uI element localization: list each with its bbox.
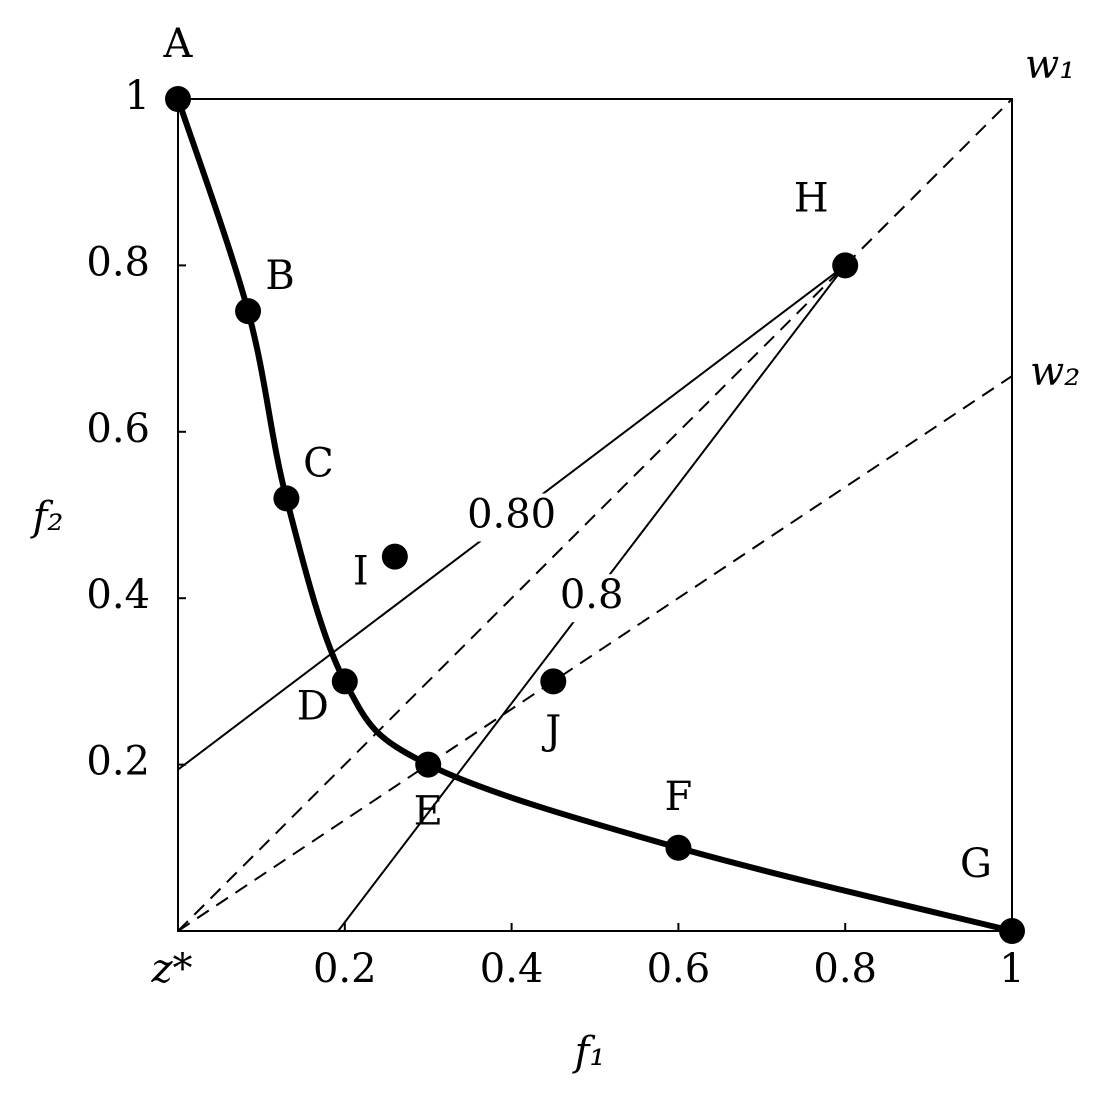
point-label: J [541, 707, 561, 753]
point [665, 834, 692, 861]
point-label: G [960, 841, 992, 887]
y-axis-label: f₂ [30, 494, 64, 540]
y-tick-label: 1 [125, 73, 150, 119]
x-tick-label: 0.2 [313, 946, 377, 992]
point [331, 668, 358, 695]
point [832, 252, 859, 279]
point [999, 918, 1025, 944]
contour-label-bg [541, 574, 642, 623]
point [165, 86, 191, 112]
ray-label: w₁ [1025, 42, 1075, 88]
point [381, 543, 408, 570]
contour-label: 0.8 [560, 572, 624, 618]
point-label: H [794, 175, 829, 221]
point [540, 668, 567, 695]
x-tick-label: 0.4 [480, 946, 544, 992]
point-label: A [163, 21, 194, 67]
contour-label-bg [461, 493, 562, 542]
ray [177, 375, 1013, 932]
point-label: E [414, 789, 443, 835]
y-tick-label: 0.6 [86, 406, 150, 452]
x-axis-label: f₁ [572, 1029, 606, 1075]
y-tick-label: 0.4 [86, 572, 150, 618]
point-label: D [297, 683, 329, 729]
x-tick-label: 0.8 [813, 946, 877, 992]
x-tick-label: 0.6 [647, 946, 711, 992]
y-tick-label: 0.2 [86, 739, 150, 785]
point-label: I [353, 549, 369, 595]
point [235, 298, 262, 325]
y-tick-label: 0.8 [86, 239, 150, 285]
origin-label: z* [150, 946, 192, 992]
ray [177, 98, 1013, 932]
point-label: C [303, 440, 334, 486]
plot-frame [177, 98, 1013, 932]
ray-label: w₂ [1030, 349, 1080, 395]
point-label: F [665, 774, 693, 820]
point-label: B [265, 253, 294, 299]
contour-label: 0.80 [467, 491, 556, 537]
point [415, 751, 442, 778]
point [273, 485, 300, 512]
x-tick-label: 1 [999, 946, 1024, 992]
